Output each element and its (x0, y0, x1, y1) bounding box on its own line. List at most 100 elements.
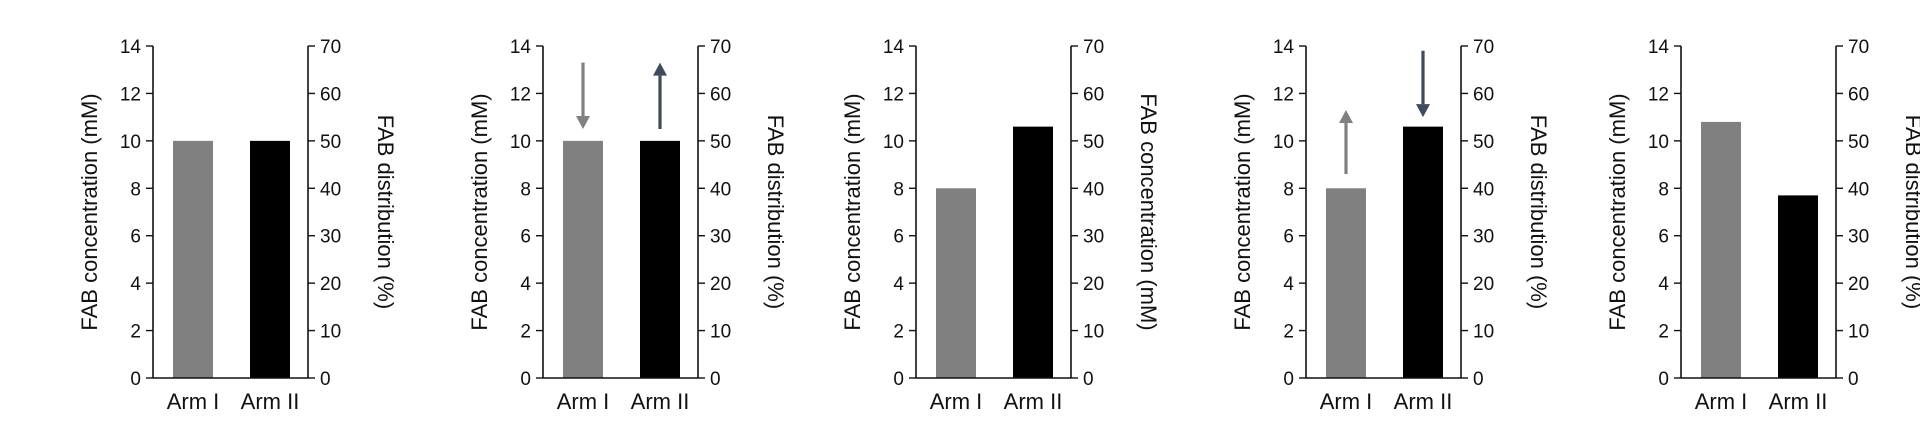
right-axis-title: FAB distribution (%) (1526, 115, 1551, 309)
left-tick-label: 10 (1648, 132, 1669, 153)
right-axis-title: FAB concentration (mM) (1136, 93, 1161, 330)
right-tick-label: 0 (1083, 369, 1094, 390)
right-tick-label: 20 (1083, 274, 1104, 295)
right-tick-label: 70 (1083, 37, 1104, 58)
right-tick-label: 10 (710, 322, 731, 343)
left-tick-label: 6 (1283, 227, 1294, 248)
left-tick-label: 2 (520, 322, 531, 343)
right-tick-label: 70 (1473, 37, 1494, 58)
chart-panel-3: 0 2 4 6 8 10 12 14 0 10 20 30 40 50 60 70 Arm I Arm II FAB… (840, 37, 1161, 414)
left-axis-title: FAB concentration (mM) (840, 93, 865, 330)
left-tick-label: 12 (1648, 84, 1669, 105)
left-tick-label: 14 (883, 37, 905, 58)
left-tick-label: 4 (1283, 274, 1294, 295)
left-tick-label: 14 (1648, 37, 1670, 58)
category-label: Arm II (241, 389, 300, 414)
right-tick-label: 30 (320, 227, 341, 248)
left-tick-label: 0 (893, 369, 904, 390)
right-tick-label: 60 (1473, 84, 1494, 105)
right-tick-label: 30 (1083, 227, 1104, 248)
bar-arm-ii (1403, 126, 1443, 378)
right-tick-label: 70 (710, 37, 731, 58)
arrow-up-head (1339, 110, 1353, 124)
right-tick-label: 50 (320, 132, 341, 153)
left-tick-label: 2 (1283, 322, 1294, 343)
left-axis-title: FAB concentration (mM) (77, 93, 102, 330)
left-tick-label: 8 (1658, 179, 1669, 200)
right-tick-label: 30 (1473, 227, 1494, 248)
left-tick-label: 8 (893, 179, 904, 200)
left-tick-label: 6 (893, 227, 904, 248)
right-tick-label: 20 (1473, 274, 1494, 295)
left-tick-label: 0 (1658, 369, 1669, 390)
chart-panel-2: 0 2 4 6 8 10 12 14 0 10 20 30 40 50 60 70 Arm I Arm II FAB… (467, 37, 788, 414)
right-tick-label: 70 (320, 37, 341, 58)
right-tick-label: 0 (1848, 369, 1859, 390)
left-tick-label: 2 (1658, 322, 1669, 343)
bar-arm-ii (1778, 195, 1818, 378)
left-tick-label: 4 (130, 274, 141, 295)
left-tick-label: 0 (130, 369, 141, 390)
right-tick-label: 0 (710, 369, 721, 390)
right-tick-label: 10 (1083, 322, 1104, 343)
left-tick-label: 2 (130, 322, 141, 343)
right-tick-label: 70 (1848, 37, 1869, 58)
left-axis-title: FAB concentration (mM) (467, 93, 492, 330)
bar-arm-ii (1013, 126, 1053, 378)
category-label: Arm II (1769, 389, 1828, 414)
category-label: Arm II (631, 389, 690, 414)
right-tick-label: 50 (1083, 132, 1104, 153)
right-tick-label: 30 (1848, 227, 1869, 248)
arrow-up-head (653, 62, 667, 76)
left-tick-label: 14 (120, 37, 142, 58)
right-tick-label: 40 (1083, 179, 1104, 200)
left-tick-label: 8 (1283, 179, 1294, 200)
right-tick-label: 50 (1848, 132, 1869, 153)
left-tick-label: 6 (1658, 227, 1669, 248)
category-label: Arm II (1394, 389, 1453, 414)
right-axis-title: FAB distribution (%) (1901, 115, 1920, 309)
left-tick-label: 8 (520, 179, 531, 200)
left-tick-label: 10 (510, 132, 531, 153)
bar-arm-ii (250, 140, 290, 378)
right-tick-label: 20 (710, 274, 731, 295)
bar-arm-ii (640, 140, 680, 378)
left-tick-label: 4 (893, 274, 904, 295)
left-tick-label: 8 (130, 179, 141, 200)
right-tick-label: 40 (710, 179, 731, 200)
right-tick-label: 60 (320, 84, 341, 105)
category-label: Arm I (557, 389, 610, 414)
arrow-down-head (576, 116, 590, 129)
chart-panel-4: 0 2 4 6 8 10 12 14 0 10 20 30 40 50 60 70 Arm I Arm II FAB… (1230, 37, 1551, 414)
right-axis-title: FAB distribution (%) (373, 115, 398, 309)
arrow-down-head (1416, 104, 1430, 118)
left-axis-title: FAB concentration (mM) (1605, 93, 1630, 330)
right-tick-label: 60 (710, 84, 731, 105)
right-tick-label: 30 (710, 227, 731, 248)
right-tick-label: 10 (1473, 322, 1494, 343)
bar-arm-i (936, 188, 976, 378)
category-label: Arm I (1695, 389, 1748, 414)
right-tick-label: 0 (1473, 369, 1484, 390)
category-label: Arm II (1004, 389, 1063, 414)
left-tick-label: 12 (1273, 84, 1294, 105)
right-tick-label: 0 (320, 369, 331, 390)
left-tick-label: 6 (130, 227, 141, 248)
category-label: Arm I (167, 389, 220, 414)
right-tick-label: 10 (320, 322, 341, 343)
right-tick-label: 50 (1473, 132, 1494, 153)
right-tick-label: 20 (1848, 274, 1869, 295)
right-tick-label: 60 (1083, 84, 1104, 105)
left-tick-label: 12 (120, 84, 141, 105)
left-tick-label: 12 (883, 84, 904, 105)
chart-panel-5: 0 2 4 6 8 10 12 14 0 10 20 30 40 50 60 70 Arm I Arm II FAB… (1605, 37, 1920, 414)
bar-arm-i (1326, 188, 1366, 378)
right-tick-label: 40 (1473, 179, 1494, 200)
bar-arm-i (563, 140, 603, 378)
right-tick-label: 40 (1848, 179, 1869, 200)
left-tick-label: 6 (520, 227, 531, 248)
left-tick-label: 0 (520, 369, 531, 390)
category-label: Arm I (930, 389, 983, 414)
right-tick-label: 10 (1848, 322, 1869, 343)
